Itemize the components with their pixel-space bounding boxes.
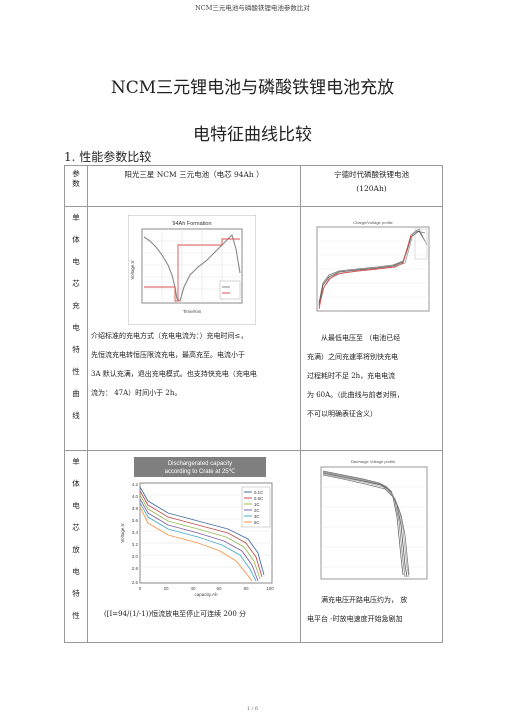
ncm-charge-line: 流为： 47A）时间小于 2h。 — [91, 389, 182, 397]
ncm-charge-chart: 94Ah Formation Time/min Voltage,V — [128, 215, 256, 325]
ncm-discharge-title-1: Dischargerated capacity — [168, 461, 232, 467]
row2-label-char: 电 — [72, 501, 80, 510]
row1-lfp-cell: Charge/Voltage profile 从最低电压至 （电池已经 充满）之… — [300, 206, 443, 451]
svg-text:4.0: 4.0 — [132, 494, 139, 499]
legend-item: 0.1C — [254, 490, 263, 495]
svg-text:0: 0 — [139, 586, 142, 591]
row2-label-char: 体 — [72, 479, 80, 488]
svg-text:Charge/Voltage profile: Charge/Voltage profile — [353, 220, 393, 225]
row2-ncm-cell: Dischargerated capacity according to Cra… — [87, 450, 301, 643]
lfp-charge-line: 为 60A。（此曲线与前者对照， — [307, 391, 404, 399]
svg-text:100: 100 — [266, 586, 274, 591]
row1-label-char: 充 — [72, 301, 80, 310]
ncm-discharge-chart: Dischargerated capacity according to Cra… — [118, 457, 283, 597]
lfp-discharge-line: 满充电压开路电压约为， 放 — [321, 596, 408, 604]
row2-label-char: 特 — [72, 589, 80, 598]
lfp-discharge-description: 满充电压开路电压约为， 放 电平台 -时放电速度开始急剧加 — [307, 591, 442, 629]
lfp-charge-chart: Charge/Voltage profile — [307, 219, 435, 325]
ncm-discharge-title-2: according to Crate at 25℃ — [165, 469, 236, 475]
svg-text:20: 20 — [163, 586, 169, 591]
svg-text:4.2: 4.2 — [132, 482, 139, 487]
title-line-2: 电特征曲线比较 — [193, 125, 312, 145]
header-lfp-text-1: 宁德时代磷酸铁锂电池 — [334, 170, 409, 179]
legend-item: 0.5C — [254, 496, 263, 501]
row1-label-char: 电 — [72, 323, 80, 332]
svg-text:3.4: 3.4 — [132, 530, 139, 535]
row2-lfp-cell: Discharge Voltage profile 满充电压开路电压约为， 放 — [300, 450, 443, 643]
lfp-discharge-chart: Discharge Voltage profile — [313, 457, 433, 587]
row1-label-char: 曲 — [72, 389, 80, 398]
svg-text:3.8: 3.8 — [132, 506, 139, 511]
ncm-charge-chart-title: 94Ah Formation — [172, 221, 211, 227]
param-label-2: 数 — [72, 179, 80, 189]
row1-label-char: 特 — [72, 345, 80, 354]
lfp-discharge-line: 电平台 -时放电速度开始急剧加 — [307, 615, 403, 623]
svg-text:2.6: 2.6 — [132, 580, 139, 585]
legend-item: 5C — [254, 520, 260, 525]
svg-text:3.0: 3.0 — [132, 554, 139, 559]
lfp-charge-line: 不可以明确表征含义） — [307, 410, 377, 418]
row2-label-char: 性 — [72, 611, 80, 620]
lfp-charge-description: 从最低电压至 （电池已经 充满）之间充速率将别快充电 过程耗时不足 2h，充电电… — [307, 329, 442, 424]
svg-text:3.6: 3.6 — [132, 518, 139, 523]
header-ncm-text: 阳光三星 NCM 三元电池（电芯 94Ah ） — [124, 170, 264, 179]
row2-label-char: 放 — [72, 545, 80, 554]
row1-ncm-cell: 94Ah Formation Time/min Voltage,V 介绍标准的充… — [87, 206, 301, 451]
row1-label: 单 体 电 芯 充 电 特 性 曲 线 — [64, 206, 88, 451]
row1-label-char: 体 — [72, 235, 80, 244]
comparison-table: 参 数 阳光三星 NCM 三元电池（电芯 94Ah ） 宁德时代磷酸铁锂电池 (… — [64, 165, 443, 643]
ncm-charge-description: 介绍标准的充电方式（充电电流为：）充电时间≤， 先恒流充电转恒压限流充电，最高充… — [91, 327, 299, 403]
row2-label-char: 单 — [72, 457, 80, 466]
row1-label-char: 电 — [72, 257, 80, 266]
svg-text:Discharge Voltage profile: Discharge Voltage profile — [351, 459, 396, 464]
ncm-discharge-line: ([I=94/(1/-1))恒流放电至停止可连续 200 分 — [104, 610, 246, 618]
legend-item: 2C — [254, 508, 260, 513]
header-cell-param: 参 数 — [64, 165, 88, 207]
title-line-1: NCM三元锂电池与磷酸铁锂电池充放 — [110, 78, 395, 98]
row2-label-char: 芯 — [72, 523, 80, 532]
lfp-charge-line: 充满）之间充速率将别快充电 — [307, 353, 398, 361]
row1-label-char: 芯 — [72, 279, 80, 288]
row1-label-char: 性 — [72, 367, 80, 376]
param-label-1: 参 — [72, 169, 80, 178]
row2-label: 单 体 电 芯 放 电 特 性 — [64, 450, 88, 643]
legend-item: 1C — [254, 502, 260, 507]
lfp-charge-line: 从最低电压至 （电池已经 — [321, 334, 401, 342]
svg-text:80: 80 — [243, 586, 249, 591]
lfp-charge-line: 过程耗时不足 2h，充电电流 — [307, 372, 396, 380]
row1-label-char: 单 — [72, 213, 80, 222]
ncm-charge-line: 介绍标准的充电方式（充电电流为：）充电时间≤， — [91, 332, 248, 340]
row1-label-char: 线 — [72, 411, 80, 420]
page-number: 1 / 6 — [246, 706, 259, 712]
svg-text:60: 60 — [216, 586, 222, 591]
ncm-discharge-description: ([I=94/(1/-1))恒流放电至停止可连续 200 分 — [104, 605, 299, 624]
svg-text:Voltage,V: Voltage,V — [130, 260, 135, 279]
ncm-discharge-xlabel: capacity,Ah — [195, 592, 218, 597]
ncm-charge-line: 先恒流充电转恒压限流充电，最高充至。电流小于 — [91, 351, 245, 359]
svg-text:2.8: 2.8 — [132, 566, 139, 571]
row2-label-char: 电 — [72, 567, 80, 576]
section-heading: 1. 性能参数比较 — [64, 150, 152, 164]
header-cell-lfp: 宁德时代磷酸铁锂电池 (120Ah) — [300, 165, 443, 207]
ncm-charge-line: 3A 默认充满，退出充电模式。也支持快充电（充电电 — [91, 370, 257, 378]
header-cell-ncm: 阳光三星 NCM 三元电池（电芯 94Ah ） — [87, 165, 301, 207]
svg-text:40: 40 — [190, 586, 196, 591]
ncm-discharge-ylabel: Voltage,V — [120, 523, 125, 542]
header-lfp-text-2: (120Ah) — [356, 184, 387, 194]
svg-text:3.2: 3.2 — [132, 542, 139, 547]
page-header: NCM三元电池与磷酸铁锂电池参数比对 — [195, 4, 310, 12]
svg-text:Time/min: Time/min — [183, 309, 202, 314]
legend-item: 3C — [254, 514, 260, 519]
